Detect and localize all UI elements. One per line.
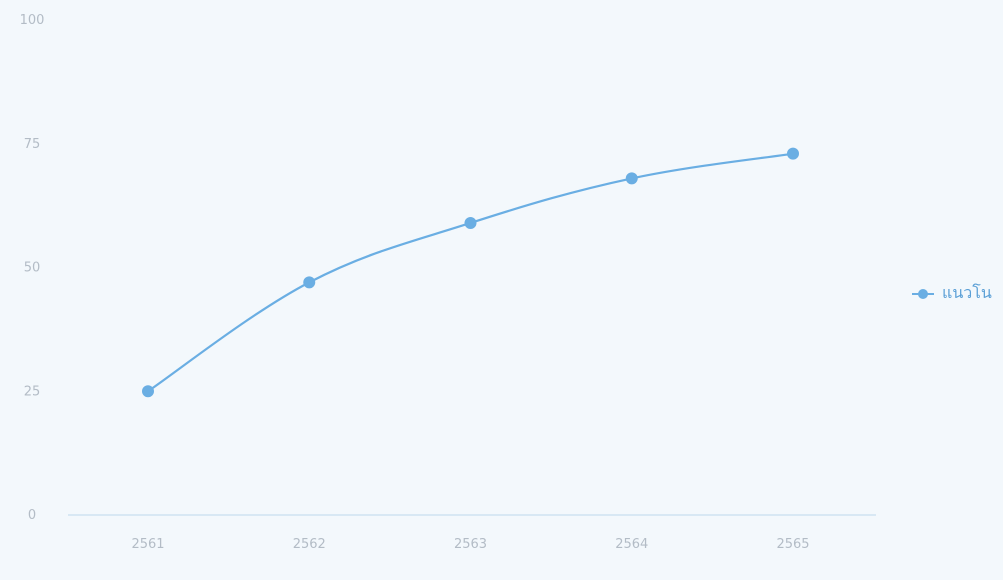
legend-label: แนวโน bbox=[942, 283, 992, 302]
data-point[interactable] bbox=[625, 172, 638, 185]
x-tick-label: 2561 bbox=[131, 537, 164, 552]
legend-marker-icon bbox=[912, 288, 934, 300]
x-tick-label: 2563 bbox=[454, 537, 487, 552]
x-tick-label: 2562 bbox=[293, 537, 326, 552]
y-tick-label: 75 bbox=[24, 137, 41, 152]
x-tick-label: 2565 bbox=[776, 537, 809, 552]
data-point[interactable] bbox=[787, 147, 799, 160]
legend[interactable]: แนวโน bbox=[912, 281, 992, 306]
data-point[interactable] bbox=[142, 385, 154, 398]
x-tick-label: 2564 bbox=[615, 537, 648, 552]
data-point[interactable] bbox=[303, 276, 316, 289]
y-tick-label: 25 bbox=[24, 384, 41, 399]
series-line bbox=[147, 152, 794, 393]
data-point[interactable] bbox=[464, 216, 477, 229]
y-tick-label: 50 bbox=[24, 261, 41, 276]
y-tick-label: 100 bbox=[20, 13, 45, 28]
y-tick-label: 0 bbox=[28, 508, 36, 523]
